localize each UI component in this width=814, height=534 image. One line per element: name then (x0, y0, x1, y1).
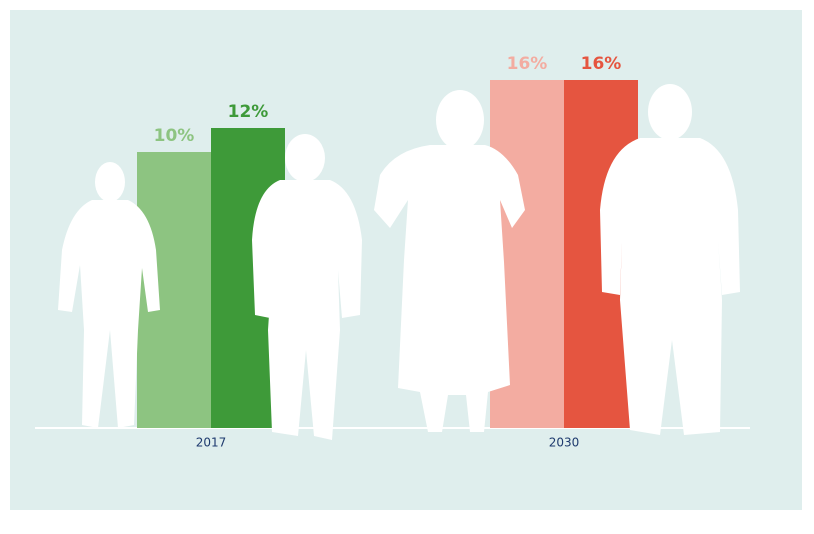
value-label: 10% (154, 126, 195, 146)
silhouettes (58, 84, 740, 440)
x-tick-label: 2030 (549, 436, 580, 450)
silhouette (648, 84, 692, 140)
value-label: 12% (228, 102, 269, 122)
silhouette (285, 134, 325, 182)
silhouette (600, 138, 740, 435)
value-label: 16% (507, 54, 548, 74)
silhouette (252, 180, 362, 440)
silhouette (58, 200, 160, 428)
silhouette (95, 162, 125, 202)
x-tick-label: 2017 (196, 436, 227, 450)
silhouette (374, 145, 525, 432)
value-label: 16% (581, 54, 622, 74)
silhouette (436, 90, 484, 150)
